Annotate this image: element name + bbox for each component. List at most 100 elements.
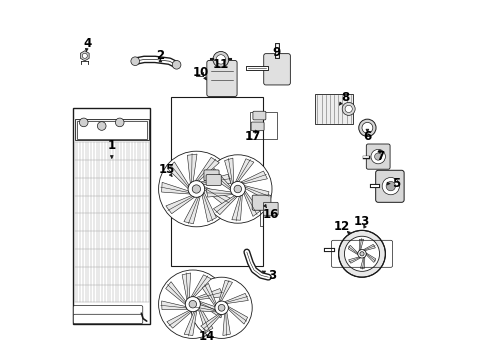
Polygon shape xyxy=(224,158,234,185)
Polygon shape xyxy=(236,159,254,182)
Circle shape xyxy=(215,301,228,315)
Polygon shape xyxy=(202,192,217,222)
FancyBboxPatch shape xyxy=(204,170,219,181)
Polygon shape xyxy=(194,303,216,312)
Polygon shape xyxy=(241,171,268,184)
Bar xyxy=(250,112,277,139)
Text: 14: 14 xyxy=(198,330,215,343)
Polygon shape xyxy=(244,191,260,216)
Polygon shape xyxy=(166,282,186,305)
Circle shape xyxy=(358,249,366,258)
Polygon shape xyxy=(162,301,187,310)
Circle shape xyxy=(344,236,380,271)
Polygon shape xyxy=(348,257,361,263)
Circle shape xyxy=(216,55,225,64)
Circle shape xyxy=(188,181,205,197)
Polygon shape xyxy=(206,188,233,197)
Text: 13: 13 xyxy=(354,215,370,228)
Polygon shape xyxy=(359,239,364,251)
Circle shape xyxy=(371,149,386,164)
Text: 16: 16 xyxy=(263,208,279,221)
FancyBboxPatch shape xyxy=(252,195,271,210)
Polygon shape xyxy=(363,244,375,251)
Circle shape xyxy=(159,151,234,227)
Text: 12: 12 xyxy=(334,220,350,233)
Circle shape xyxy=(360,252,364,256)
Circle shape xyxy=(131,57,140,66)
Circle shape xyxy=(185,297,200,312)
Polygon shape xyxy=(245,186,269,200)
Polygon shape xyxy=(204,186,230,207)
Polygon shape xyxy=(191,275,211,297)
Text: 3: 3 xyxy=(268,269,276,282)
Bar xyxy=(171,97,263,266)
Circle shape xyxy=(218,305,225,311)
FancyBboxPatch shape xyxy=(251,122,264,131)
Text: 11: 11 xyxy=(213,58,229,71)
Polygon shape xyxy=(184,197,200,224)
FancyBboxPatch shape xyxy=(376,170,404,202)
Circle shape xyxy=(382,177,399,195)
Circle shape xyxy=(339,230,386,277)
Polygon shape xyxy=(162,182,190,194)
Circle shape xyxy=(374,153,382,160)
Circle shape xyxy=(82,53,87,58)
FancyBboxPatch shape xyxy=(74,314,143,324)
FancyBboxPatch shape xyxy=(207,60,237,96)
Polygon shape xyxy=(187,154,197,183)
Bar xyxy=(73,108,150,324)
Polygon shape xyxy=(166,195,195,214)
Text: 5: 5 xyxy=(392,177,400,190)
Circle shape xyxy=(204,155,272,223)
FancyBboxPatch shape xyxy=(74,306,143,316)
Text: 15: 15 xyxy=(158,163,175,176)
Bar xyxy=(315,94,353,124)
Circle shape xyxy=(79,118,88,127)
Polygon shape xyxy=(182,273,191,300)
Polygon shape xyxy=(209,168,231,190)
Polygon shape xyxy=(202,283,216,306)
Text: 2: 2 xyxy=(156,49,165,62)
Circle shape xyxy=(362,122,373,133)
Polygon shape xyxy=(214,196,238,215)
Text: 9: 9 xyxy=(272,46,281,59)
Polygon shape xyxy=(228,306,247,324)
Text: 6: 6 xyxy=(363,130,371,143)
Polygon shape xyxy=(167,311,192,328)
FancyBboxPatch shape xyxy=(206,175,221,185)
Text: 1: 1 xyxy=(108,139,116,152)
Polygon shape xyxy=(366,253,376,262)
Polygon shape xyxy=(200,301,223,318)
Polygon shape xyxy=(168,162,189,189)
Circle shape xyxy=(116,118,124,127)
Circle shape xyxy=(159,270,227,338)
FancyBboxPatch shape xyxy=(253,111,266,120)
Circle shape xyxy=(172,60,181,69)
FancyBboxPatch shape xyxy=(263,202,278,215)
Circle shape xyxy=(230,181,245,197)
Circle shape xyxy=(359,119,376,136)
Polygon shape xyxy=(184,311,197,336)
Text: 17: 17 xyxy=(245,130,261,143)
Circle shape xyxy=(342,102,355,115)
Polygon shape xyxy=(198,306,213,333)
Polygon shape xyxy=(223,312,230,336)
Text: 4: 4 xyxy=(83,37,92,50)
Text: 8: 8 xyxy=(341,91,349,104)
Polygon shape xyxy=(348,245,358,255)
Polygon shape xyxy=(201,314,221,331)
Bar xyxy=(76,121,147,139)
Bar xyxy=(74,119,148,140)
Circle shape xyxy=(213,51,229,67)
Polygon shape xyxy=(196,289,223,300)
Circle shape xyxy=(192,185,200,193)
Text: 7: 7 xyxy=(376,150,384,163)
Polygon shape xyxy=(201,174,231,184)
Polygon shape xyxy=(224,293,248,303)
Circle shape xyxy=(189,301,196,308)
Circle shape xyxy=(98,122,106,130)
Polygon shape xyxy=(196,157,220,181)
FancyBboxPatch shape xyxy=(367,144,390,169)
Text: 10: 10 xyxy=(193,66,209,78)
Polygon shape xyxy=(219,280,232,302)
